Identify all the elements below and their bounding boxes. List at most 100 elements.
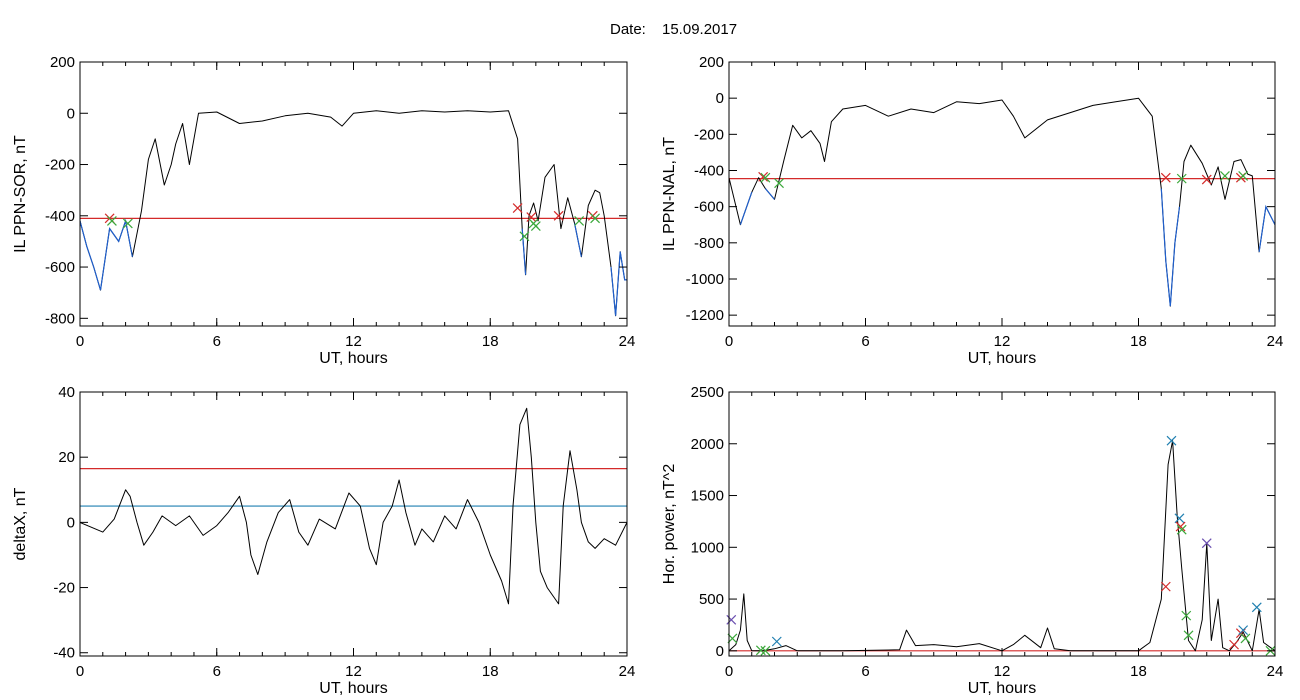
chart4-x-tick-label: 18	[1130, 663, 1147, 680]
panel-top-right: 0 6 12 18 24 -1200 -1000 -800 -600 -400 -200 0 200 UT…	[661, 54, 1283, 367]
chart2-marker-3	[774, 178, 784, 189]
chart4-marker-4	[760, 645, 771, 656]
chart4-marker-8	[1174, 513, 1185, 524]
chart4-marker-16	[1238, 625, 1249, 636]
chart2-plot-frame	[728, 61, 1276, 327]
chart4-marker-14	[1229, 639, 1239, 650]
chart4-series-line-1	[729, 440, 1275, 652]
chart2-x-tick-label: 6	[861, 333, 869, 350]
chart4-y-tick-label: 1500	[691, 488, 724, 505]
chart3-x-tick-label: 18	[482, 663, 499, 680]
chart3-y-tick-label: 40	[58, 384, 75, 401]
chart2-y-tick-label: -400	[694, 162, 724, 179]
chart3-y-axis-label: deltaX, nT	[12, 487, 29, 560]
chart1-x-tick-label: 6	[213, 333, 221, 350]
chart2-x-tick-label: 0	[725, 333, 733, 350]
chart4-x-tick-label: 12	[994, 663, 1011, 680]
chart4-marker-11	[1181, 610, 1192, 621]
chart4-plot-frame	[728, 391, 1276, 657]
chart1-marker-6	[526, 212, 537, 222]
chart2-y-tick-label: 0	[716, 90, 724, 107]
chart4-marker-6	[1160, 581, 1171, 592]
chart1-plot-frame	[79, 61, 628, 327]
chart1-y-tick-label: 200	[50, 54, 75, 71]
chart4-marker-13	[1201, 538, 1212, 549]
chart3-y-tick-label: -40	[53, 645, 75, 662]
chart3-plot-frame	[79, 391, 628, 657]
chart1-x-axis-label: UT, hours	[319, 350, 387, 367]
chart2-y-tick-label: -200	[694, 126, 724, 143]
chart1-active-segment	[521, 228, 527, 275]
chart3-x-tick-label: 24	[619, 663, 636, 680]
chart4-marker-9	[1175, 521, 1186, 532]
chart2-active-segment	[1258, 204, 1275, 252]
chart3-x-tick-label: 6	[213, 663, 221, 680]
chart2-marker-4	[1160, 172, 1171, 183]
chart4-marker-10	[1176, 524, 1187, 535]
chart1-marker-8	[530, 221, 541, 231]
chart3-y-tick-label: 20	[58, 449, 75, 466]
date-value: 15.09.2017	[662, 21, 737, 38]
chart4-y-tick-label: 1000	[691, 539, 724, 556]
chart2-marker-7	[1220, 170, 1230, 181]
chart1-active-segment	[610, 251, 627, 316]
chart2-y-tick-label: -800	[694, 235, 724, 252]
chart1-marker-12	[590, 213, 601, 224]
chart1-y-tick-label: -800	[45, 310, 75, 327]
chart2-active-segment	[739, 192, 753, 225]
chart3-x-tick-label: 12	[345, 663, 362, 680]
panel-bottom-right: 0 6 12 18 24 0 500 1000 1500 2000 2500 UT, hours Hor…	[661, 384, 1283, 697]
chart4-marker-12	[1183, 630, 1194, 641]
chart1-x-tick-label: 12	[345, 333, 362, 350]
chart4-y-axis-label: Hor. power, nT^2	[661, 464, 678, 585]
chart2-y-tick-label: 200	[699, 54, 724, 71]
chart1-marker-5	[519, 231, 530, 242]
chart1-marker-2	[106, 215, 117, 226]
chart2-y-axis-label: IL PPN-NAL, nT	[661, 137, 678, 251]
chart2-series-line-1	[729, 97, 1275, 307]
panel-top-left: 0 6 12 18 24 -800 -600 -400 -200 0 200 UT, hours IL …	[12, 54, 635, 367]
chart1-active-segment	[574, 223, 582, 257]
chart2-x-tick-label: 24	[1267, 333, 1284, 350]
chart4-marker-7	[1166, 435, 1177, 446]
chart1-x-tick-label: 0	[76, 333, 84, 350]
chart2-marker-1	[758, 171, 769, 182]
chart1-marker-4	[512, 203, 523, 214]
chart4-marker-1	[726, 614, 737, 625]
chart1-y-tick-label: 0	[67, 105, 75, 122]
chart1-y-tick-label: -600	[45, 259, 75, 276]
chart4-marker-17	[1240, 633, 1251, 644]
chart2-y-tick-label: -600	[694, 199, 724, 216]
chart2-x-axis-label: UT, hours	[968, 350, 1036, 367]
chart2-marker-6	[1201, 174, 1212, 185]
chart1-marker-9	[553, 210, 564, 221]
panel-bottom-left: 0 6 12 18 24 -40 -20 0 20 40 UT, hours deltaX, nT	[12, 384, 635, 697]
chart1-series-line-1	[80, 110, 627, 317]
chart4-x-tick-label: 6	[861, 663, 869, 680]
chart2-x-tick-label: 12	[994, 333, 1011, 350]
chart1-y-axis-label: IL PPN-SOR, nT	[12, 135, 29, 253]
chart1-y-tick-label: -200	[45, 157, 75, 174]
chart3-y-tick-label: 0	[67, 514, 75, 531]
chart1-y-tick-label: -400	[45, 208, 75, 225]
chart4-y-tick-label: 2000	[691, 436, 724, 453]
chart3-y-tick-label: -20	[53, 580, 75, 597]
chart2-marker-5	[1176, 173, 1187, 184]
chart4-x-tick-label: 0	[725, 663, 733, 680]
chart1-marker-3	[122, 218, 133, 229]
date-label: Date:	[610, 21, 646, 38]
chart4-marker-5	[771, 636, 782, 647]
chart4-marker-18	[1251, 602, 1262, 613]
chart2-marker-2	[760, 172, 771, 183]
chart2-y-tick-label: -1200	[686, 307, 724, 324]
chart4-x-tick-label: 24	[1267, 663, 1284, 680]
chart4-y-tick-label: 0	[716, 643, 724, 660]
chart4-x-axis-label: UT, hours	[968, 680, 1036, 697]
chart3-x-axis-label: UT, hours	[319, 680, 387, 697]
chart3-x-tick-label: 0	[76, 663, 84, 680]
chart4-y-tick-label: 2500	[691, 384, 724, 401]
chart1-x-tick-label: 24	[619, 333, 636, 350]
chart1-marker-10	[574, 215, 585, 226]
chart2-y-tick-label: -1000	[686, 271, 724, 288]
